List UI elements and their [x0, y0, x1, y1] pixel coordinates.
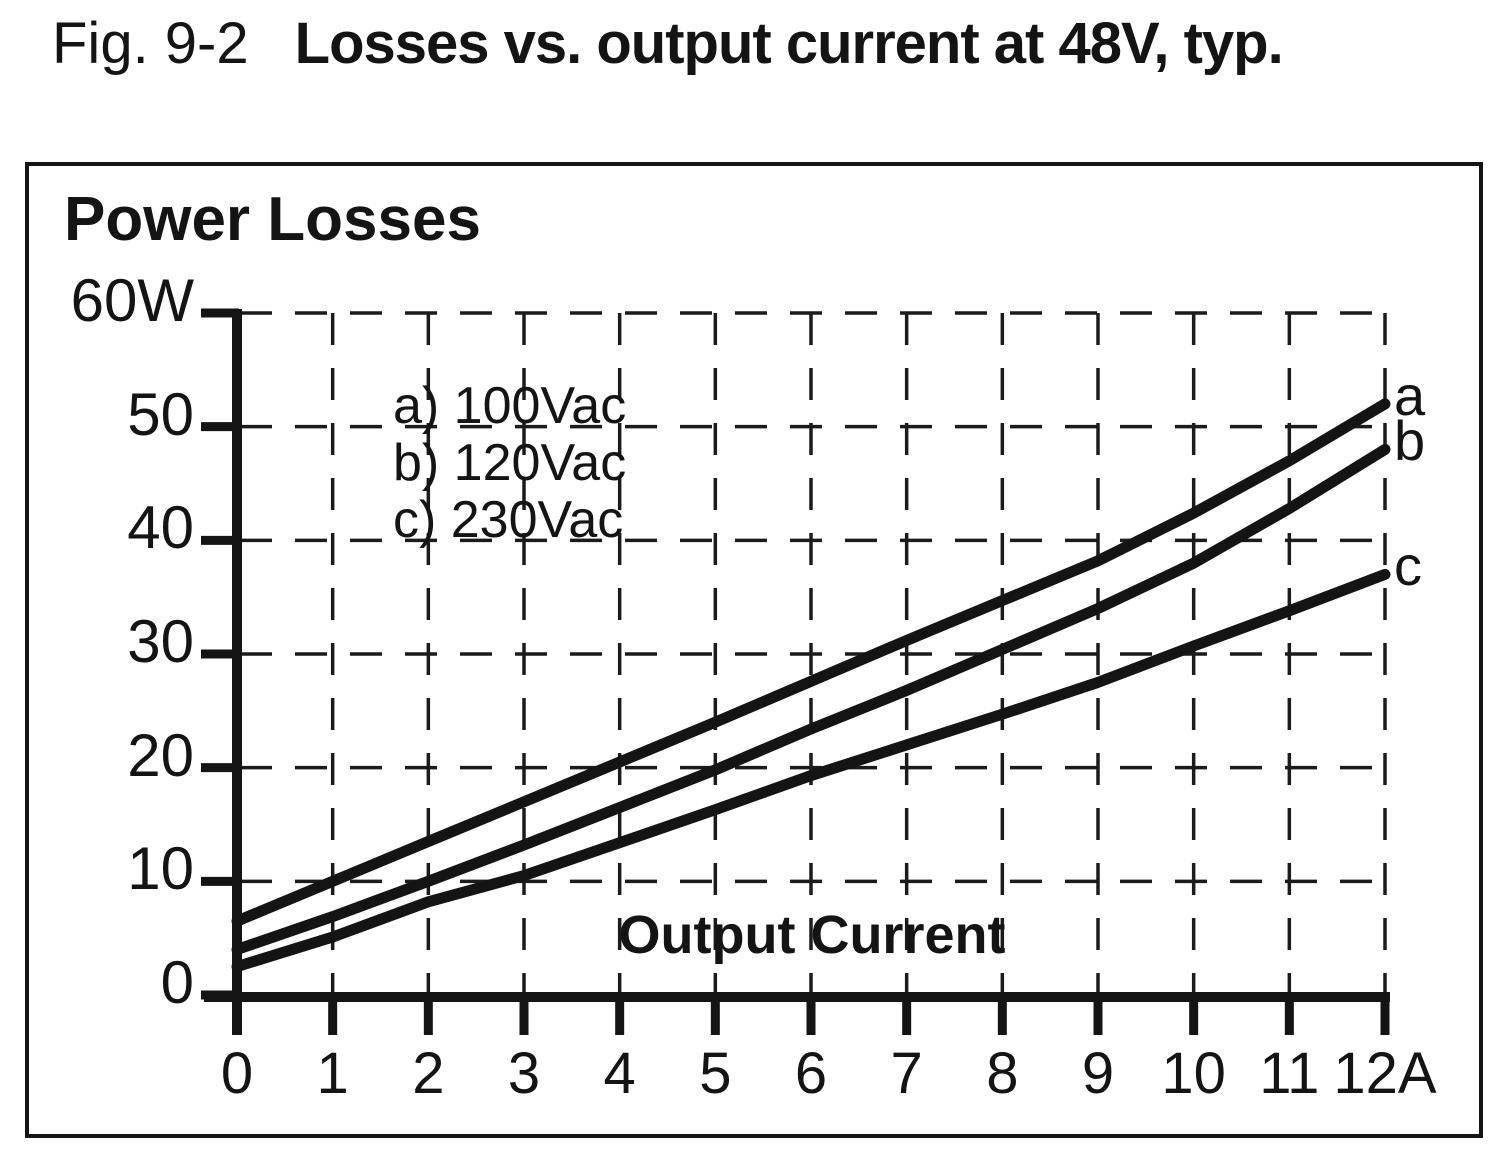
- curve-c: [231, 568, 1391, 973]
- curve-b: [231, 443, 1391, 955]
- chart-title: Power Losses: [64, 185, 481, 254]
- legend: a) 100Vac b) 120Vac c) 230Vac: [393, 378, 626, 549]
- y-tick-label-0w: 0: [160, 949, 194, 1016]
- y-tick-label-40w: 40: [127, 494, 194, 562]
- legend-item-a: a) 100Vac: [393, 377, 627, 435]
- y-tick-label-30w: 30: [127, 608, 194, 675]
- x-tick-label-10a: 10: [1161, 1041, 1226, 1106]
- figure-title: Losses vs. output current at 48V, typ.: [294, 11, 1284, 76]
- x-tick-label-6a: 6: [794, 1041, 828, 1106]
- x-tick-label-8a: 8: [986, 1041, 1019, 1106]
- chart-frame: [25, 162, 1483, 1138]
- x-axis-title: Output Current: [618, 905, 1006, 965]
- curve-a: [231, 398, 1391, 927]
- x-tick-label-7a: 7: [890, 1041, 923, 1106]
- figure-number: Fig. 9-2: [52, 11, 249, 76]
- y-tick-label-10w: 10: [127, 835, 194, 903]
- y-tick-label-20w: 20: [127, 721, 194, 789]
- x-tick-label-11a: 11: [1259, 1041, 1320, 1106]
- x-tick-label-9a: 9: [1081, 1041, 1115, 1106]
- x-tick-label-5a: 5: [699, 1041, 732, 1106]
- y-tick-label-60w: 60W: [70, 267, 194, 334]
- x-tick-label-1a: 1: [316, 1041, 349, 1106]
- curve-end-label-b: b: [1394, 409, 1426, 473]
- x-tick-label-2a: 2: [412, 1041, 445, 1106]
- x-tick-label-3a: 3: [507, 1041, 541, 1106]
- legend-item-b: b) 120Vac: [393, 434, 627, 492]
- x-tick-label-0a: 0: [220, 1041, 254, 1106]
- figure-caption: Fig. 9-2 Losses vs. output current at 48…: [52, 11, 1284, 76]
- legend-item-c: c) 230Vac: [393, 491, 624, 549]
- x-tick-label-4a: 4: [603, 1041, 636, 1106]
- y-tick-label-50w: 50: [127, 380, 194, 448]
- curve-end-label-c: c: [1394, 534, 1422, 598]
- x-tick-label-12a: 12A: [1333, 1041, 1437, 1106]
- curve-end-label-a: a: [1394, 363, 1426, 427]
